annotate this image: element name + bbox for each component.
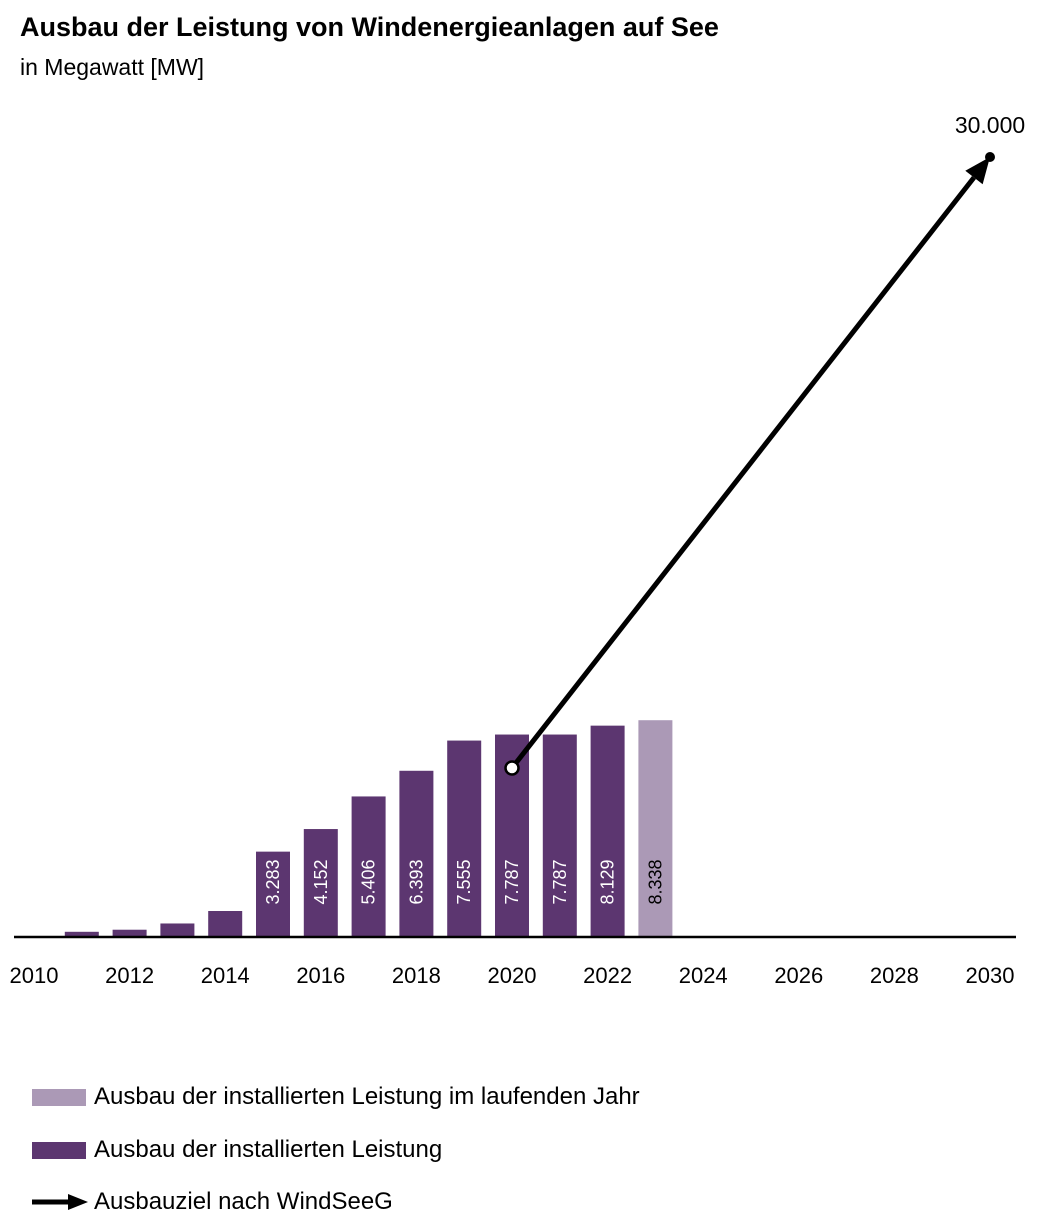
bar-value-label-2017: 5.406 bbox=[359, 859, 379, 904]
chart-title: Ausbau der Leistung von Windenergieanlag… bbox=[20, 12, 719, 42]
bar-2011 bbox=[64, 931, 99, 937]
bar-value-label-2015: 3.283 bbox=[263, 859, 283, 904]
bar-2022 bbox=[590, 725, 625, 937]
bar-2019 bbox=[447, 740, 482, 937]
bar-2015 bbox=[256, 851, 290, 937]
chart-subtitle: in Megawatt [MW] bbox=[20, 54, 205, 80]
x-tick-label-2024: 2024 bbox=[679, 963, 728, 988]
target-arrow-line bbox=[510, 175, 976, 770]
x-tick-label-2030: 2030 bbox=[966, 963, 1015, 988]
x-tick-label-2020: 2020 bbox=[488, 963, 537, 988]
bar-value-label-2023: 8.338 bbox=[645, 859, 665, 904]
bar-value-label-2018: 6.393 bbox=[406, 859, 426, 904]
x-tick-label-2012: 2012 bbox=[105, 963, 154, 988]
bar-2018 bbox=[399, 770, 434, 937]
target-value-label: 30.000 bbox=[955, 112, 1025, 138]
legend-label-target: Ausbauziel nach WindSeeG bbox=[94, 1188, 393, 1215]
bar-2017 bbox=[351, 796, 386, 937]
target-start-point bbox=[504, 760, 520, 776]
x-tick-label-2018: 2018 bbox=[392, 963, 441, 988]
legend-swatch-installed bbox=[32, 1142, 86, 1159]
bar-2016 bbox=[303, 829, 338, 937]
x-tick-label-2010: 2010 bbox=[10, 963, 59, 988]
bar-2012 bbox=[112, 929, 147, 937]
x-tick-label-2016: 2016 bbox=[296, 963, 345, 988]
bar-value-label-2021: 7.787 bbox=[550, 859, 570, 904]
legend-swatch-current-year bbox=[32, 1089, 86, 1106]
x-tick-label-2014: 2014 bbox=[201, 963, 250, 988]
bar-2013 bbox=[160, 923, 195, 937]
x-tick-label-2028: 2028 bbox=[870, 963, 919, 988]
target-end-point bbox=[985, 152, 995, 162]
bar-value-label-2022: 8.129 bbox=[598, 859, 618, 904]
bar-value-label-2019: 7.555 bbox=[454, 859, 474, 904]
bar-2021 bbox=[542, 734, 577, 937]
bar-value-label-2020: 7.787 bbox=[502, 859, 522, 904]
legend-label-current-year: Ausbau der installierten Leistung im lau… bbox=[94, 1083, 640, 1110]
arrow-icon bbox=[32, 1194, 88, 1210]
bar-2023 bbox=[638, 720, 673, 937]
bar-value-label-2016: 4.152 bbox=[311, 859, 331, 904]
target-arrow-head bbox=[965, 157, 990, 185]
legend-label-installed: Ausbau der installierten Leistung bbox=[94, 1136, 443, 1163]
bar-2014 bbox=[208, 911, 243, 937]
x-tick-label-2026: 2026 bbox=[774, 963, 823, 988]
x-tick-label-2022: 2022 bbox=[583, 963, 632, 988]
